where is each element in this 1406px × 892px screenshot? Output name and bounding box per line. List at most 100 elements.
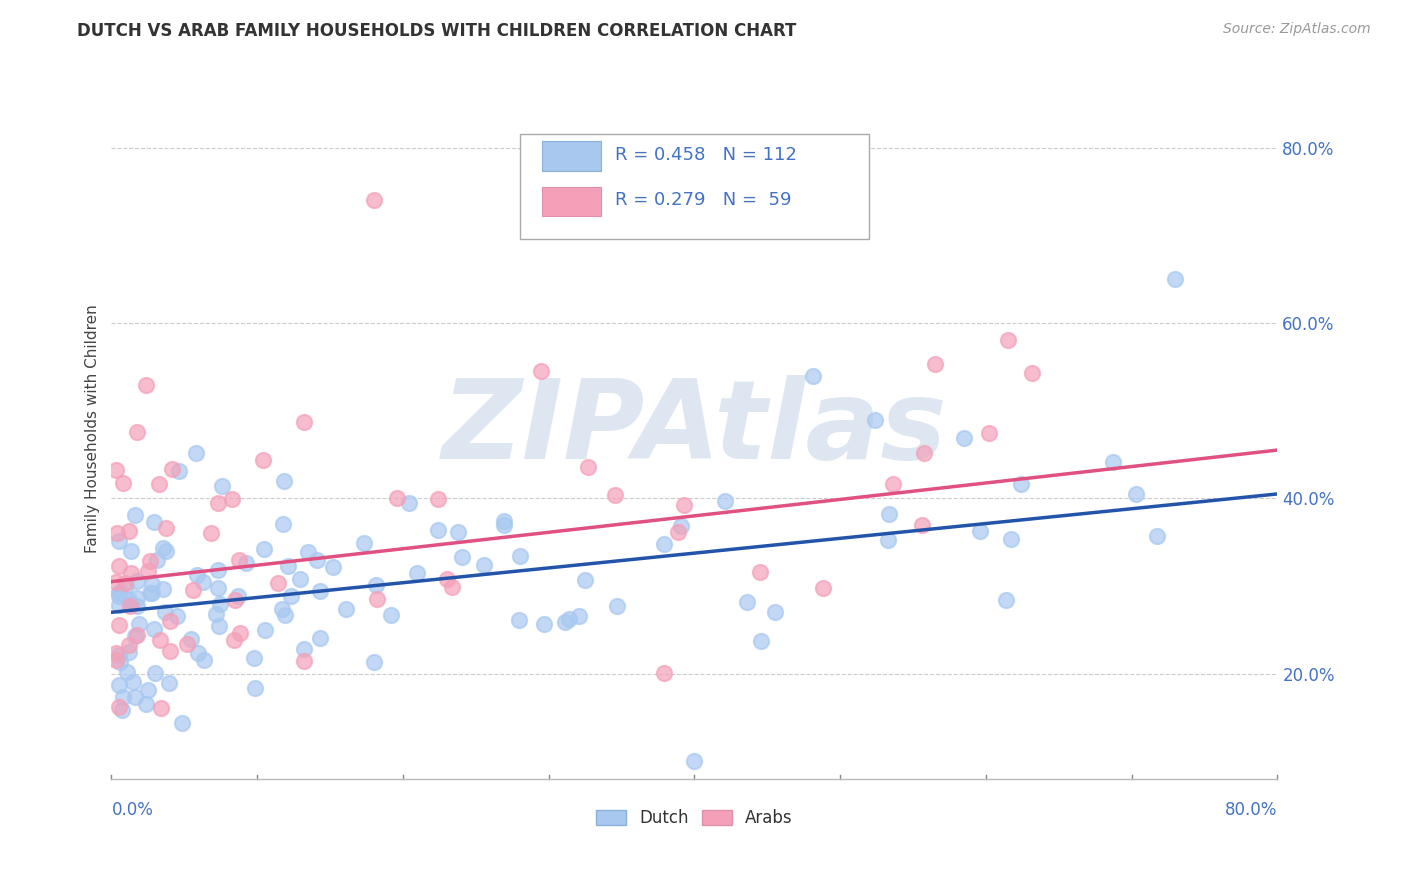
Point [1101,455,1123,469]
Point [166,608,188,623]
Point [292,653,315,667]
Point [997,333,1019,347]
Point [107,586,129,600]
Point [115,665,138,679]
Point [735,595,758,609]
Point [118,638,141,652]
Point [124,629,146,643]
Point [273,474,295,488]
Point [271,602,294,616]
Point [274,607,297,622]
Point [447,524,470,539]
Point [136,682,159,697]
Point [167,464,190,478]
Point [228,553,250,567]
Point [120,544,142,558]
Point [557,612,579,626]
Point [207,496,229,510]
Point [574,574,596,588]
Point [128,616,150,631]
Point [290,572,312,586]
Point [669,519,692,533]
Point [107,678,129,692]
Point [222,632,245,647]
Point [107,589,129,603]
Point [440,580,463,594]
Point [143,666,166,681]
Text: 80.0%: 80.0% [1225,801,1278,819]
Text: R = 0.279   N =  59: R = 0.279 N = 59 [614,191,792,210]
Point [322,559,344,574]
Point [494,517,516,532]
Point [427,523,450,537]
Point [104,652,127,666]
Point [142,515,165,529]
Point [811,581,834,595]
Point [749,633,772,648]
Point [803,368,825,383]
Point [118,645,141,659]
Point [184,446,207,460]
Point [576,460,599,475]
Point [977,425,1000,440]
Point [120,598,142,612]
Point [363,193,385,207]
Point [135,697,157,711]
Point [107,558,129,573]
Point [107,648,129,662]
Point [149,633,172,648]
Point [366,592,388,607]
Text: DUTCH VS ARAB FAMILY HOUSEHOLDS WITH CHILDREN CORRELATION CHART: DUTCH VS ARAB FAMILY HOUSEHOLDS WITH CHI… [77,22,797,40]
Point [125,425,148,439]
Point [292,642,315,657]
Point [280,589,302,603]
Text: 0.0%: 0.0% [111,801,153,819]
Point [221,492,243,507]
Point [387,491,409,505]
Point [127,599,149,613]
Legend: Dutch, Arabs: Dutch, Arabs [589,803,800,834]
Point [211,478,233,492]
Point [406,566,429,580]
Point [207,619,229,633]
Point [683,755,706,769]
Point [953,432,976,446]
Point [118,599,141,614]
Point [207,581,229,595]
Point [159,615,181,629]
Point [363,655,385,669]
Point [763,605,786,619]
Point [104,463,127,477]
Point [136,565,159,579]
Point [205,607,228,621]
Point [186,567,208,582]
Point [994,593,1017,607]
Point [107,599,129,613]
Point [172,716,194,731]
Point [176,637,198,651]
Point [152,541,174,555]
Point [253,623,276,637]
Point [877,507,900,521]
Point [307,553,329,567]
Point [226,589,249,603]
Point [380,608,402,623]
Point [181,582,204,597]
Point [104,575,127,590]
Point [924,357,946,371]
Point [912,446,935,460]
Point [110,586,132,600]
Point [142,622,165,636]
Y-axis label: Family Households with Children: Family Households with Children [86,304,100,552]
Point [863,413,886,427]
Point [152,582,174,596]
Point [191,574,214,589]
Point [267,576,290,591]
Point [155,543,177,558]
Point [297,545,319,559]
Point [120,566,142,581]
Point [105,525,128,540]
Point [193,652,215,666]
Point [673,498,696,512]
Point [122,674,145,689]
